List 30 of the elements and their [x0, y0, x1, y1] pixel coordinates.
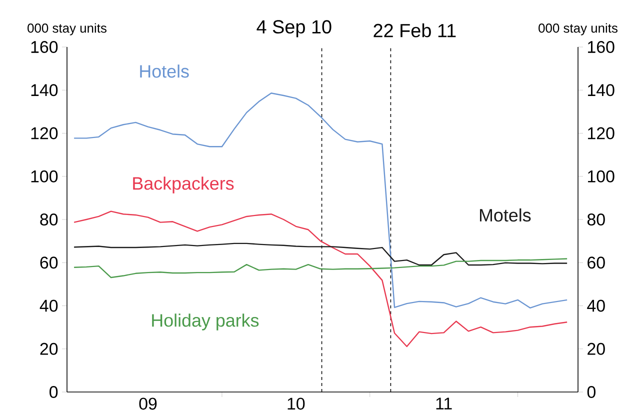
- y-tick-label: 40: [40, 300, 58, 312]
- y-tick-label: 0: [50, 386, 58, 398]
- y-tick-label: 80: [40, 214, 58, 226]
- y2-tick-label: 60: [588, 256, 605, 269]
- y2-tick-label: 140: [588, 84, 614, 96]
- series-label: Backpackers: [133, 176, 234, 194]
- x-tick-label: 09: [139, 398, 157, 410]
- y2-axis-title: 000 stay units: [538, 23, 618, 36]
- text: Holiday parks: [152, 314, 259, 330]
- y2-tick-label: 40: [587, 300, 605, 312]
- y2-tick-label: 0: [587, 386, 596, 398]
- y2-tick-label: 20: [588, 342, 605, 355]
- ref-line-label: 4 Sep 10: [256, 20, 332, 38]
- y2-tick-label: 100: [588, 170, 614, 182]
- y-tick-label: 140: [31, 84, 58, 96]
- y2-tick-label: 160: [588, 41, 614, 53]
- x-tick-label: 11: [436, 398, 452, 410]
- x-tick-label: 10: [288, 398, 305, 410]
- text: Hotels: [140, 64, 189, 78]
- text: Motels: [480, 208, 531, 222]
- y2-tick-label: 120: [588, 127, 614, 140]
- y-axis-title: 000 stay units: [28, 23, 106, 36]
- ref-line-label: 22 Feb 11: [374, 23, 456, 38]
- line-series: [73, 210, 568, 348]
- y2-tick-label: 80: [587, 214, 605, 226]
- y-tick-label: 20: [40, 342, 58, 355]
- y-tick-label: 100: [31, 170, 58, 182]
- y-tick-label: 160: [31, 41, 58, 53]
- y-tick-label: 120: [31, 127, 58, 140]
- y-tick-label: 60: [40, 256, 58, 269]
